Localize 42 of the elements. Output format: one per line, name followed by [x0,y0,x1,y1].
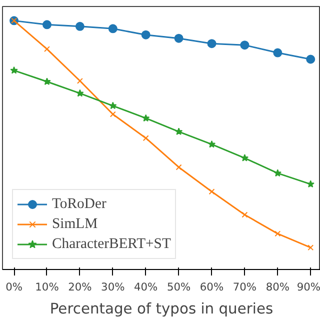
point [208,140,216,148]
point [174,34,184,43]
point [76,78,83,84]
point [240,154,249,162]
point [308,244,314,251]
legend-label: ToRoDer [52,196,106,212]
point [44,46,50,52]
point [142,135,149,142]
point [242,212,248,218]
x-tick-label: 30% [101,280,125,294]
point [273,48,282,58]
x-tick-label: 20% [68,280,92,294]
point [174,128,183,135]
point [10,66,18,74]
point [176,164,182,170]
point [142,114,150,122]
x-tick-label: 80% [266,280,290,294]
x-tick-label: 50% [166,280,191,294]
x-tick-label: 90% [296,280,320,294]
point [274,169,282,177]
x-tick-label: 0% [6,280,22,294]
point [76,89,84,97]
point [109,102,117,110]
x-tick-label: 70% [232,280,257,294]
point [108,24,118,34]
point [306,54,316,64]
point [75,22,84,31]
x-tick-label: 40% [134,280,158,294]
x-tick-label: 60% [200,280,224,294]
x-axis-title: Percentage of typos in queries [50,300,274,318]
point [141,30,150,40]
point [43,78,51,85]
point [306,180,314,188]
point [42,20,52,30]
point [274,230,281,237]
legend-label: CharacterBERT+ST [52,236,171,252]
x-tick-label: 10% [35,280,59,294]
point [110,111,116,118]
point [207,39,216,48]
legend-label: SimLM [52,216,98,232]
point [240,40,250,50]
point [208,188,215,195]
